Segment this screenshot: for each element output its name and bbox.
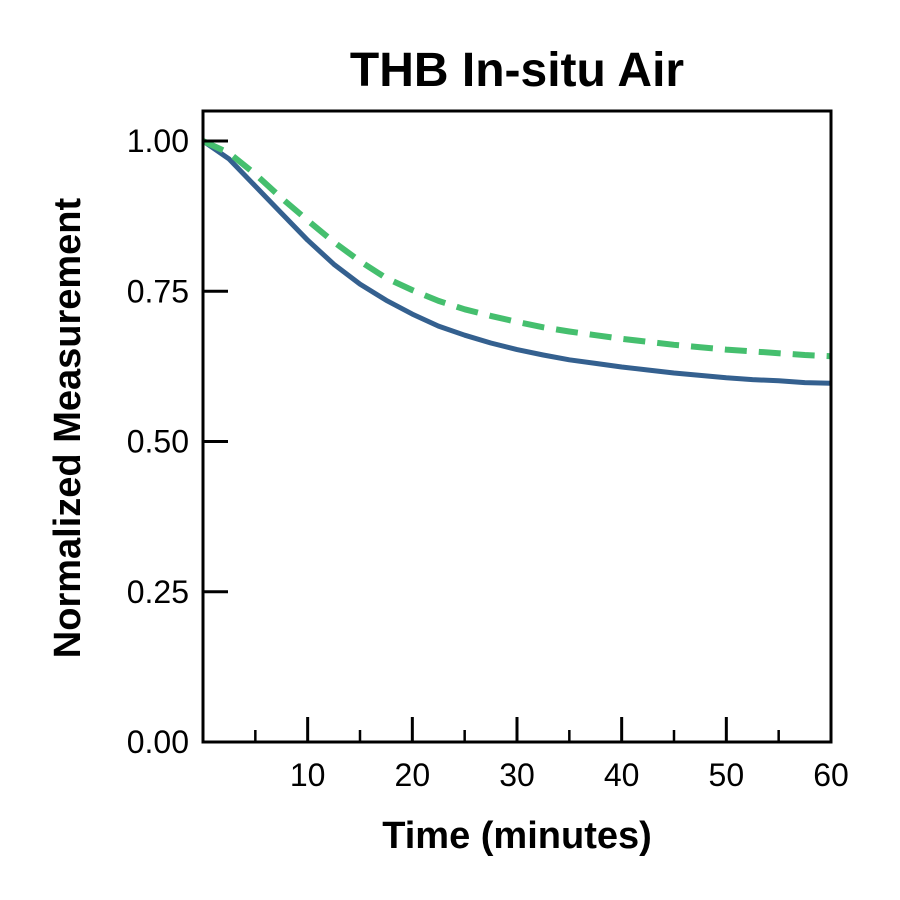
x-tick-label: 50 — [709, 757, 745, 793]
x-tick-label: 40 — [604, 757, 640, 793]
y-tick-label: 1.00 — [127, 123, 189, 159]
plot-frame — [201, 109, 833, 744]
y-tick-label: 0.50 — [127, 424, 189, 460]
x-tick-label: 60 — [813, 757, 849, 793]
chart-title: THB In-situ Air — [350, 44, 684, 97]
y-tick-label: 0.75 — [127, 273, 189, 309]
x-tick-label: 20 — [395, 757, 431, 793]
y-tick-label: 0.25 — [127, 574, 189, 610]
plot-area: 0.00 0.25 0.50 0.75 1.00 10 20 30 40 50 60 — [127, 109, 849, 793]
series-line-2 — [201, 138, 832, 360]
y-tick-label: 0.00 — [127, 724, 189, 760]
series-line-1 — [201, 138, 832, 386]
x-tick-label: 10 — [290, 757, 326, 793]
x-axis-label: Time (minutes) — [382, 815, 652, 857]
x-tick-label: 30 — [499, 757, 535, 793]
y-axis-label: Normalized Measurement — [47, 197, 89, 658]
